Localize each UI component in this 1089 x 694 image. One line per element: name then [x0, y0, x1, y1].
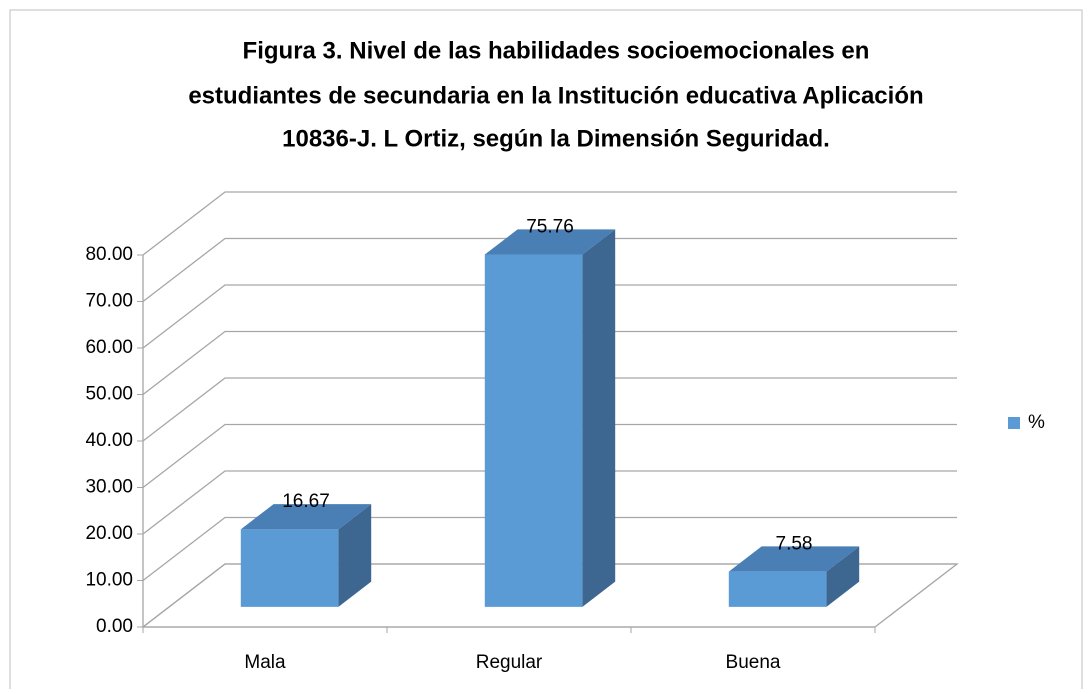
grid-line: [142, 377, 957, 442]
bar: [240, 529, 339, 607]
y-tick-label: 20.00: [85, 523, 133, 544]
legend-label: %: [1028, 412, 1045, 433]
bar-top: [484, 229, 616, 255]
bar: [484, 254, 583, 607]
grid-line: [142, 330, 957, 396]
y-tick-label: 50.00: [85, 384, 133, 405]
x-tick-label: Regular: [476, 652, 543, 673]
y-tick-label: 10.00: [85, 570, 133, 591]
grid-line: [142, 237, 957, 303]
y-tick-label: 30.00: [85, 477, 133, 498]
x-tick-label: Mala: [244, 652, 286, 673]
y-tick-label: 60.00: [85, 337, 133, 358]
y-tick-label: 70.00: [85, 291, 133, 312]
bar-side: [338, 504, 372, 607]
grid-line: [142, 191, 957, 256]
bar-side: [582, 229, 616, 607]
data-label: 7.58: [776, 533, 813, 554]
x-tick-label: Buena: [726, 652, 781, 673]
legend-swatch: [1008, 417, 1020, 429]
grid-line: [142, 470, 957, 535]
grid-line: [142, 563, 957, 628]
bar-top: [240, 504, 372, 530]
grid-line: [142, 423, 957, 489]
chart-title: 10836-J. L Ortiz, según la Dimensión Seg…: [282, 125, 830, 152]
grid-line: [142, 516, 957, 582]
bar-side: [826, 546, 860, 607]
chart-title: Figura 3. Nivel de las habilidades socio…: [243, 37, 870, 64]
y-tick-label: 40.00: [85, 430, 133, 451]
y-tick-label: 0.00: [96, 616, 133, 637]
chart-title: estudiantes de secundaria en la Instituc…: [188, 82, 923, 109]
data-label: 75.76: [526, 216, 574, 237]
bar: [728, 571, 827, 607]
bar-top: [728, 546, 860, 572]
grid-line: [142, 284, 957, 349]
y-tick-label: 80.00: [85, 244, 133, 265]
data-label: 16.67: [282, 491, 330, 512]
